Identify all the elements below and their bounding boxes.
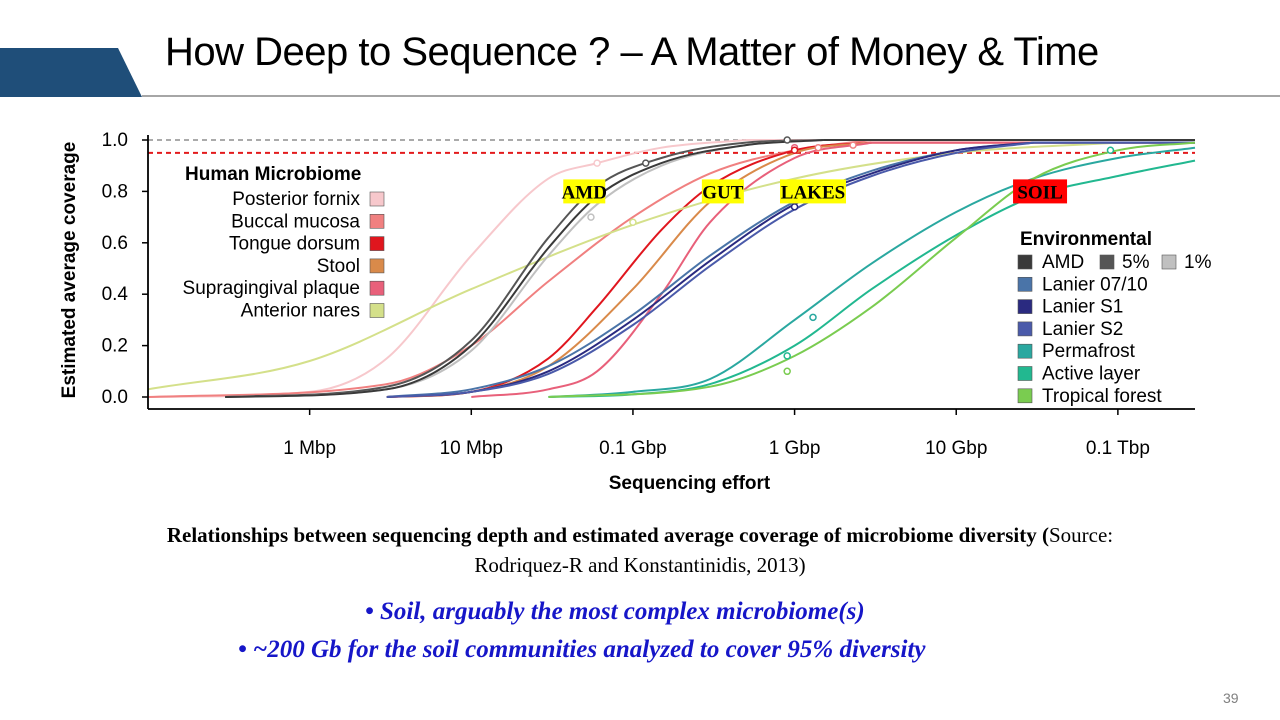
legend-human-swatch bbox=[369, 258, 385, 274]
legend-env-label: Tropical forest bbox=[1042, 386, 1162, 407]
x-tick-label: 10 Mbp bbox=[440, 438, 503, 459]
annotation-amd: AMD bbox=[562, 182, 607, 203]
series-line-lanier-s2 bbox=[386, 141, 1034, 398]
x-tick-label: 0.1 Gbp bbox=[599, 438, 667, 459]
series-line-amd-5 bbox=[225, 139, 824, 398]
annotation-soil: SOIL bbox=[1017, 182, 1062, 203]
caption-bold: Relationships between sequencing depth a… bbox=[166, 523, 1049, 547]
legend-env-label: Active layer bbox=[1042, 364, 1141, 385]
legend-human-label: Tongue dorsum bbox=[229, 234, 360, 255]
legend-env-label: Lanier 07/10 bbox=[1042, 274, 1148, 295]
legend-env-swatch bbox=[1017, 343, 1033, 359]
legend-human-label: Buccal mucosa bbox=[231, 211, 360, 232]
data-point-marker bbox=[790, 146, 799, 155]
annotation-box bbox=[563, 179, 606, 204]
y-tick-label: 0.4 bbox=[102, 284, 129, 305]
data-point-marker bbox=[814, 143, 822, 152]
data-point-marker bbox=[849, 141, 857, 149]
annotation-box bbox=[780, 179, 847, 204]
y-tick-label: 0.6 bbox=[102, 233, 128, 254]
legend-human-label: Supragingival plaque bbox=[183, 278, 360, 299]
legend-env-amd-label: 5% bbox=[1122, 252, 1150, 273]
caption-source: Source: Rodriquez-R and Konstantinidis, … bbox=[474, 523, 1114, 577]
legend-human-swatch bbox=[369, 236, 385, 251]
legend-human-swatch bbox=[369, 214, 385, 229]
legend-human-swatch bbox=[369, 191, 385, 207]
annotation-box bbox=[701, 179, 744, 204]
data-point-marker bbox=[790, 203, 799, 211]
figure-caption: Relationships between sequencing depth a… bbox=[140, 520, 1140, 580]
annotation-gut: GUT bbox=[702, 182, 744, 203]
y-tick-label: 0.2 bbox=[102, 336, 128, 357]
x-tick-label: 1 Mbp bbox=[283, 438, 336, 459]
slide-title: How Deep to Sequence ? – A Matter of Mon… bbox=[165, 30, 1099, 74]
legend-human-label: Posterior fornix bbox=[232, 189, 360, 210]
legend-env-swatch bbox=[1017, 299, 1033, 314]
annotation-lakes: LAKES bbox=[781, 182, 845, 203]
legend-env-label: Permafrost bbox=[1042, 341, 1136, 362]
title-accent-shape bbox=[0, 48, 1280, 97]
legend-env-swatch bbox=[1017, 321, 1033, 337]
legend-env-swatch bbox=[1017, 388, 1033, 404]
legend-human-swatch bbox=[369, 280, 385, 296]
data-point-marker bbox=[629, 218, 637, 226]
x-tick-label: 0.1 Tbp bbox=[1086, 438, 1150, 459]
series-line-tropical-forest bbox=[548, 141, 1196, 398]
y-axis-label: Estimated average coverage bbox=[59, 142, 80, 399]
legend-human-title: Human Microbiome bbox=[185, 164, 361, 185]
data-point-marker bbox=[593, 159, 601, 167]
y-tick-label: 0.8 bbox=[102, 181, 128, 202]
legend-env-label: Lanier S1 bbox=[1042, 297, 1123, 318]
legend-env-amd-swatch bbox=[1161, 254, 1177, 270]
x-tick-label: 1 Gbp bbox=[769, 438, 821, 459]
y-tick-label: 1.0 bbox=[102, 130, 128, 151]
legend-human-label: Anterior nares bbox=[241, 301, 360, 322]
bullet-soil-complexity: • Soil, arguably the most complex microb… bbox=[365, 598, 865, 625]
page-number: 39 bbox=[1223, 690, 1239, 706]
data-point-marker bbox=[1106, 146, 1115, 155]
series-line-buccal-mucosa bbox=[147, 139, 872, 398]
x-tick-label: 10 Gbp bbox=[925, 438, 987, 459]
legend-env-label: AMD bbox=[1042, 252, 1084, 273]
series-line-permafrost bbox=[548, 146, 1196, 398]
data-point-marker bbox=[809, 313, 817, 322]
data-point-marker bbox=[783, 367, 791, 376]
bullet-soil-depth: • ~200 Gb for the soil communities analy… bbox=[238, 636, 926, 663]
data-point-marker bbox=[587, 213, 595, 221]
legend-human-swatch bbox=[369, 303, 385, 318]
y-tick-label: 0.0 bbox=[102, 387, 128, 408]
legend-human-label: Stool bbox=[317, 256, 360, 277]
legend-env-swatch bbox=[1017, 366, 1033, 381]
data-point-marker bbox=[783, 136, 791, 144]
legend-env-swatch bbox=[1017, 254, 1033, 270]
legend-env-title: Environmental bbox=[1020, 229, 1152, 250]
x-axis-label: Sequencing effort bbox=[609, 473, 771, 494]
annotation-box bbox=[1013, 179, 1068, 204]
legend-env-label: Lanier S2 bbox=[1042, 319, 1123, 340]
legend-env-amd-label: 1% bbox=[1184, 252, 1212, 273]
series-line-amd bbox=[225, 139, 824, 398]
data-point-marker bbox=[641, 159, 650, 167]
data-point-marker bbox=[783, 352, 791, 360]
legend-env-swatch bbox=[1017, 276, 1033, 292]
legend-env-amd-swatch bbox=[1099, 254, 1115, 270]
